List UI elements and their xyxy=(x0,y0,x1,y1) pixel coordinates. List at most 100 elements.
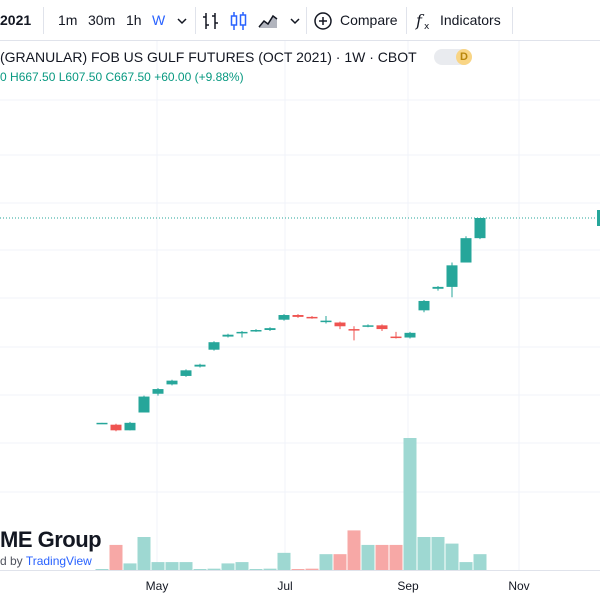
ohlc-values: 0 H667.50 L607.50 C667.50 +60.00 (+9.88%… xyxy=(0,70,244,84)
candle xyxy=(362,324,374,328)
chart-grid xyxy=(0,41,600,570)
volume-bar xyxy=(277,552,291,570)
volume-bar xyxy=(165,562,179,570)
candle xyxy=(446,262,458,298)
delayed-badge[interactable]: D xyxy=(456,49,472,65)
volume-bar xyxy=(235,562,249,570)
candle xyxy=(96,422,108,425)
candle xyxy=(110,423,122,432)
chevron-down-icon[interactable] xyxy=(171,10,193,32)
candle xyxy=(418,300,430,313)
volume-bar xyxy=(445,543,459,570)
volume-bar xyxy=(431,537,445,570)
candle xyxy=(278,314,290,321)
high-value: H667.50 xyxy=(10,70,56,84)
low-value: L607.50 xyxy=(58,70,103,84)
candle xyxy=(124,421,136,431)
tradingview-link[interactable]: TradingView xyxy=(25,554,92,568)
candle xyxy=(166,379,178,386)
volume-bar xyxy=(179,562,193,570)
candles-icon[interactable] xyxy=(228,10,250,32)
volume-bar xyxy=(249,569,263,570)
top-toolbar: 2021 1m 30m 1h W Compare f x Indicators xyxy=(0,0,600,41)
svg-text:x: x xyxy=(424,22,430,32)
volume-bar xyxy=(347,530,361,570)
interval-30m-button[interactable]: 30m xyxy=(88,12,116,28)
candle xyxy=(390,331,402,339)
interval-1h-button[interactable]: 1h xyxy=(126,12,142,28)
volume-bar xyxy=(305,568,319,570)
volume-bar xyxy=(221,563,235,570)
candle xyxy=(306,315,318,319)
interval-1m-button[interactable]: 1m xyxy=(58,12,78,28)
time-axis-label: May xyxy=(146,579,169,593)
volume-bar xyxy=(263,568,277,570)
plus-circle-icon[interactable] xyxy=(312,10,334,32)
last-price-marker xyxy=(597,210,600,226)
volume-bar xyxy=(361,544,375,570)
volume-bar xyxy=(95,569,109,570)
candle xyxy=(250,329,262,332)
candle xyxy=(432,285,444,291)
date-range-label[interactable]: 2021 xyxy=(0,12,32,28)
volume-bar xyxy=(473,554,487,570)
toolbar-divider xyxy=(512,7,513,34)
open-value: 0 xyxy=(0,70,7,84)
toolbar-divider xyxy=(406,7,407,34)
candles xyxy=(96,218,486,432)
candle xyxy=(208,341,220,351)
area-icon[interactable] xyxy=(257,10,279,32)
volume-bar xyxy=(137,537,151,570)
toolbar-divider xyxy=(195,7,196,34)
candle xyxy=(152,388,164,396)
candle xyxy=(320,315,332,324)
time-axis-label: Sep xyxy=(397,579,419,593)
change-value: +60.00 (+9.88%) xyxy=(154,70,244,84)
chevron-down-icon[interactable] xyxy=(284,10,306,32)
time-axis-label: Jul xyxy=(277,579,292,593)
compare-button[interactable]: Compare xyxy=(340,12,398,28)
candle xyxy=(474,218,486,240)
candle xyxy=(348,326,360,341)
powered-by-text[interactable]: d by TradingView xyxy=(0,554,92,568)
candle xyxy=(194,363,206,368)
volume-bar xyxy=(417,537,431,570)
powered-prefix: d by xyxy=(0,554,23,568)
volume-bar xyxy=(333,554,347,570)
volume-bar xyxy=(291,569,305,570)
candle xyxy=(334,321,346,330)
volume-bar xyxy=(193,569,207,570)
time-axis-label: Nov xyxy=(508,579,529,593)
symbol-title[interactable]: (GRANULAR) FOB US GULF FUTURES (OCT 2021… xyxy=(0,49,417,65)
toolbar-divider xyxy=(43,7,44,34)
interval-w-button[interactable]: W xyxy=(152,12,166,28)
candle xyxy=(222,333,234,338)
candle xyxy=(460,236,472,263)
indicators-button[interactable]: Indicators xyxy=(440,12,501,28)
volume-bar xyxy=(109,544,123,570)
candle xyxy=(292,314,304,318)
exchange-logo: ME Group xyxy=(0,527,102,552)
candle xyxy=(180,369,192,377)
volume-bar xyxy=(123,563,137,570)
volume-bar xyxy=(319,554,333,570)
price-chart[interactable]: May Jul Sep Nov xyxy=(0,41,600,600)
toolbar-divider xyxy=(306,7,307,34)
volume-bar xyxy=(403,438,417,570)
fx-icon[interactable]: f x xyxy=(413,10,435,32)
volume-bars xyxy=(95,438,487,570)
candle xyxy=(264,327,276,331)
volume-bar xyxy=(459,562,473,570)
bars-icon[interactable] xyxy=(200,10,222,32)
volume-bar xyxy=(375,544,389,570)
candle xyxy=(404,331,416,339)
candle xyxy=(236,330,248,338)
volume-bar xyxy=(151,562,165,570)
close-value: C667.50 xyxy=(105,70,151,84)
volume-bar xyxy=(389,544,403,570)
time-axis: May Jul Sep Nov xyxy=(0,570,600,593)
volume-bar xyxy=(207,568,221,570)
candle xyxy=(138,395,150,413)
svg-text:f: f xyxy=(415,11,425,30)
candle xyxy=(376,324,388,331)
